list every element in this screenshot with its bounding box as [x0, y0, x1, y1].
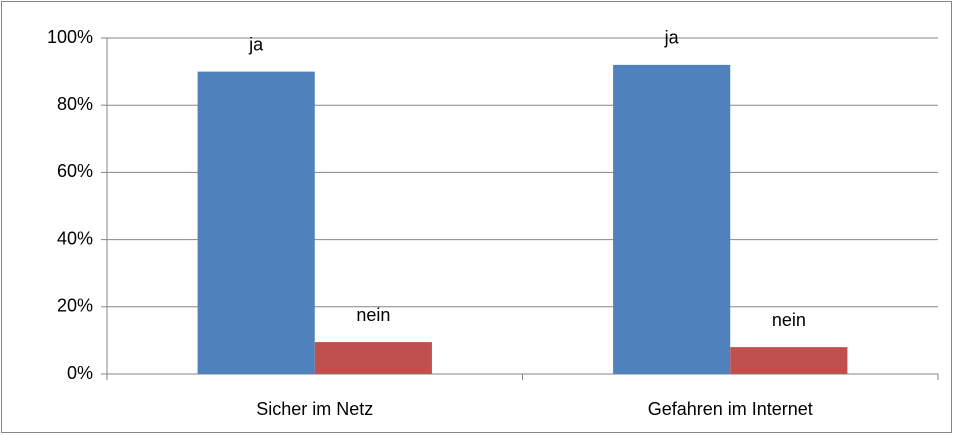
bar [613, 64, 731, 374]
bar [197, 71, 315, 374]
y-tick-label: 40% [57, 228, 93, 248]
data-label: ja [248, 34, 264, 54]
bar [730, 347, 848, 374]
data-label: nein [772, 310, 806, 330]
y-tick-label: 20% [57, 296, 93, 316]
x-tick-label: Gefahren im Internet [648, 399, 813, 419]
bar [314, 342, 432, 374]
data-label: ja [664, 28, 680, 48]
data-label: nein [356, 305, 390, 325]
y-tick-label: 60% [57, 161, 93, 181]
x-tick-label: Sicher im Netz [256, 399, 373, 419]
y-tick-label: 0% [67, 363, 93, 383]
y-tick-label: 80% [57, 94, 93, 114]
y-tick-label: 100% [47, 27, 93, 47]
